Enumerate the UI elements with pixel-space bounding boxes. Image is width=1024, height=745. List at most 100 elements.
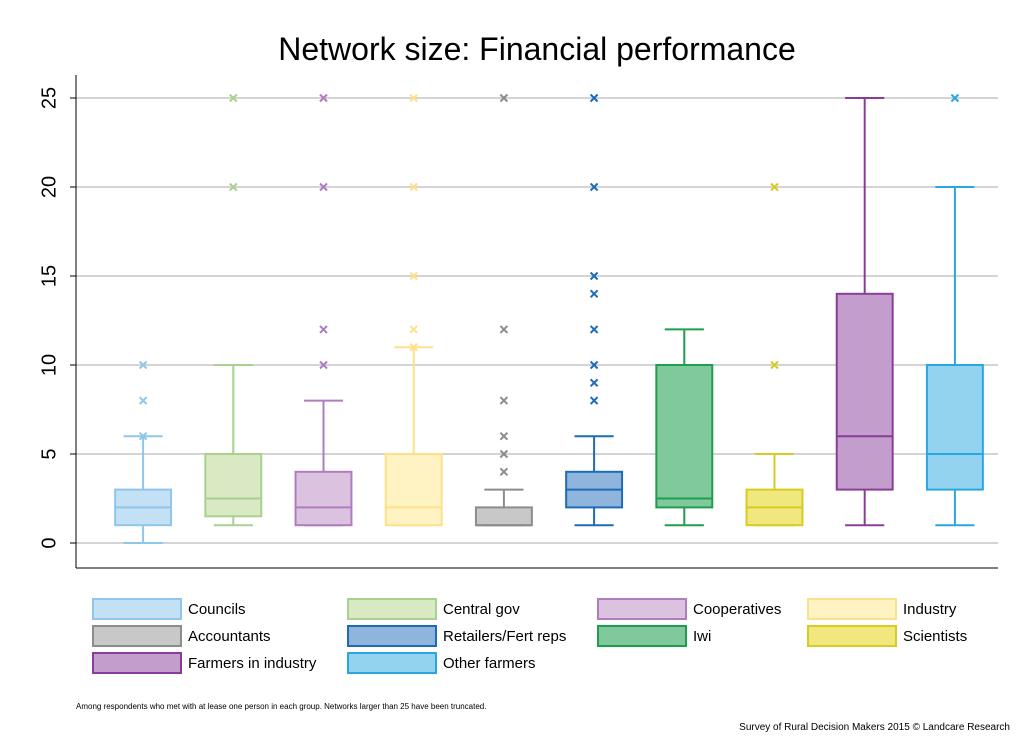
box-plot-chart: Network size: Financial performance 0 5 10… [38, 31, 998, 569]
box-central-gov [204, 93, 263, 527]
outlier-stroke [409, 325, 418, 334]
legend-item: Scientists [807, 623, 967, 649]
outlier-stroke [409, 271, 418, 281]
outlier-marker [499, 325, 509, 334]
outlier-stroke [319, 182, 328, 192]
outlier-stroke [499, 396, 509, 405]
outlier-marker [409, 271, 418, 281]
legend-item: Industry [807, 596, 956, 622]
legend: Councils Central gov Cooperatives Industry A… [92, 596, 992, 680]
legend-label: Farmers in industry [188, 654, 317, 672]
box-other-farmers [925, 93, 984, 527]
legend-label: Retailers/Fert reps [443, 627, 567, 645]
outlier-marker [319, 360, 328, 370]
legend-swatch [597, 625, 687, 647]
outlier-marker [138, 396, 148, 405]
box-scientists [745, 182, 804, 527]
iqr-box [925, 364, 984, 491]
credit-text: Survey of Rural Decision Makers 2015 © L… [739, 722, 1010, 733]
outlier-marker [589, 396, 599, 405]
legend-label: Other farmers [443, 654, 536, 672]
box-iwi [655, 328, 714, 527]
outlier-stroke [319, 360, 328, 370]
legend-swatch [347, 598, 437, 620]
legend-swatch [347, 625, 437, 647]
y-tick-label: 20 [38, 176, 60, 198]
legend-swatch [347, 652, 437, 674]
outlier-stroke [589, 396, 599, 405]
outlier-marker [589, 271, 599, 281]
iqr-box [655, 364, 714, 509]
legend-swatch [597, 598, 687, 620]
outlier-stroke [229, 182, 238, 192]
outlier-stroke [499, 93, 509, 103]
outlier-marker [589, 93, 599, 103]
outlier-marker [138, 431, 148, 441]
legend-item: Cooperatives [597, 596, 781, 622]
outlier-marker [319, 93, 328, 103]
box-accountants [474, 93, 533, 527]
iqr-box [835, 292, 894, 491]
legend-item: Farmers in industry [92, 650, 316, 676]
box-cooperatives [294, 93, 353, 527]
outlier-stroke [589, 325, 599, 334]
outlier-marker [499, 467, 509, 477]
outlier-marker [589, 325, 599, 334]
outlier-marker [499, 396, 509, 405]
outlier-stroke [499, 467, 509, 477]
legend-item: Accountants [92, 623, 271, 649]
outlier-marker [589, 360, 599, 370]
legend-item: Central gov [347, 596, 520, 622]
outlier-stroke [499, 449, 509, 459]
legend-item: Councils [92, 596, 246, 622]
outlier-stroke [589, 271, 599, 281]
legend-label: Scientists [903, 627, 968, 645]
outlier-stroke [589, 182, 599, 192]
legend-swatch [92, 598, 182, 620]
y-tick-label: 25 [38, 87, 60, 109]
legend-swatch [92, 625, 182, 647]
outlier-marker [589, 182, 599, 192]
iqr-box [384, 453, 443, 527]
outlier-marker [589, 378, 599, 388]
outlier-marker [229, 93, 238, 103]
outlier-marker [138, 360, 148, 370]
legend-label: Iwi [693, 627, 712, 645]
footnote: Among respondents who met with at lease … [76, 702, 487, 711]
legend-label: Central gov [443, 600, 520, 618]
outlier-marker [950, 93, 960, 103]
boxes [114, 93, 984, 544]
axes: 0 5 10 15 20 25 [38, 75, 998, 569]
outlier-stroke [138, 360, 148, 370]
outlier-stroke [409, 182, 418, 192]
outlier-stroke [589, 93, 599, 103]
iqr-box [204, 453, 263, 518]
y-tick-label: 0 [38, 537, 60, 548]
legend-item: Other farmers [347, 650, 536, 676]
outlier-marker [499, 431, 509, 441]
outlier-marker [589, 289, 599, 299]
outlier-stroke [138, 431, 148, 441]
box-farmers-in-industry [835, 97, 894, 527]
outlier-marker [409, 325, 418, 334]
outlier-stroke [319, 93, 328, 103]
legend-label: Cooperatives [693, 600, 782, 618]
box-industry [384, 93, 443, 527]
legend-item: Retailers/Fert reps [347, 623, 566, 649]
legend-label: Industry [903, 600, 957, 618]
outlier-marker [770, 360, 779, 370]
outlier-marker [499, 93, 509, 103]
chart-title: Network size: Financial performance [278, 31, 796, 67]
y-tick-label: 5 [38, 448, 60, 459]
legend-label: Councils [188, 600, 246, 618]
outlier-marker [409, 182, 418, 192]
outlier-stroke [409, 93, 418, 103]
outlier-stroke [589, 378, 599, 388]
outlier-stroke [319, 325, 328, 334]
legend-swatch [807, 625, 897, 647]
outlier-stroke [950, 93, 960, 103]
legend-swatch [92, 652, 182, 674]
outlier-marker [770, 182, 779, 192]
outlier-stroke [138, 396, 148, 405]
outlier-marker [499, 449, 509, 459]
